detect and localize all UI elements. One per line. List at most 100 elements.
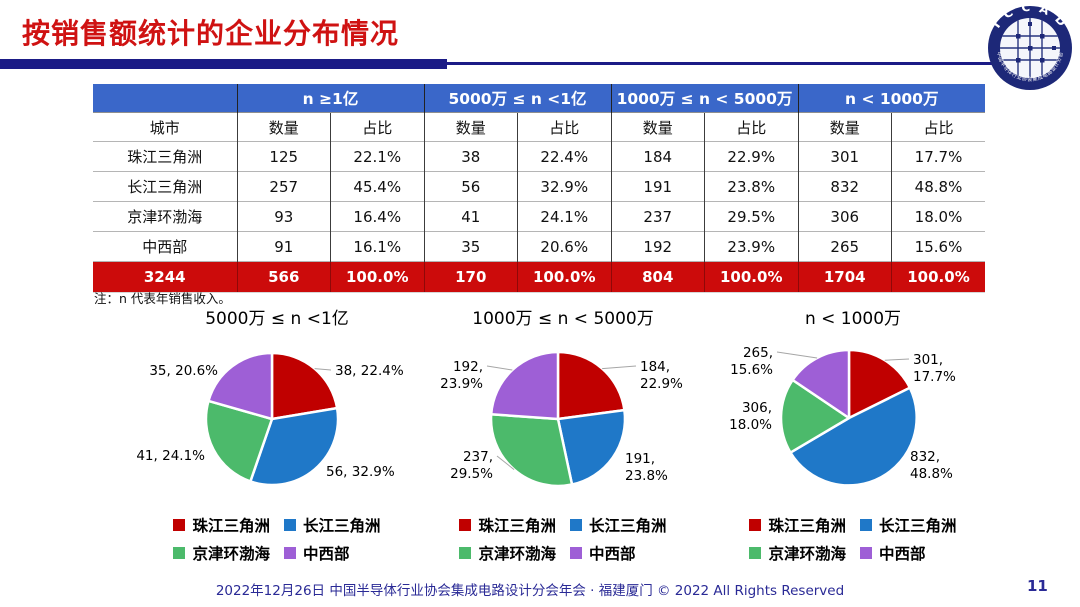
legend-label: 京津环渤海 — [192, 545, 270, 563]
legend-item-jingjin-bohai-rim: 京津环渤海 — [459, 542, 556, 564]
pie-label-jingjin-bohai-rim: 237, 29.5% — [450, 449, 493, 482]
pie-legend: 珠江三角洲 长江三角洲京津环渤海 中西部 — [459, 514, 667, 564]
pie-slice-yangtze-river-delta — [789, 386, 918, 487]
pie-legend: 珠江三角洲 长江三角洲京津环渤海 中西部 — [173, 514, 381, 564]
corner-cell — [93, 84, 237, 113]
legend-label: 珠江三角洲 — [768, 517, 846, 535]
total-value-cell: 566 — [236, 261, 331, 293]
label-leader-line — [496, 455, 515, 470]
table-row-2: 京津环渤海 93 16.4% 41 24.1% 237 29.5% 306 18.0% — [93, 201, 985, 232]
legend-label: 长江三角洲 — [303, 517, 381, 535]
sub-header-cell: 数量 — [797, 112, 892, 142]
sub-header-cell: 数量 — [423, 112, 518, 142]
sub-header-cell: 占比 — [891, 112, 985, 142]
label-leader-line — [884, 358, 910, 361]
pie-label-central-western: 35, 20.6% — [149, 363, 218, 379]
legend-item-central-western: 中西部 — [860, 542, 957, 564]
label-leader-line — [776, 351, 818, 359]
pie-label-yangtze-river-delta: 191, 23.8% — [625, 451, 668, 484]
header-group-row: n ≥1亿 5000万 ≤ n <1亿 1000万 ≤ n < 5000万 n < 1… — [93, 84, 985, 113]
legend-label: 珠江三角洲 — [478, 517, 556, 535]
table-row-1: 长江三角洲 257 45.4% 56 32.9% 191 23.8% 832 48.8% — [93, 171, 985, 202]
legend-marker-yangtze-river-delta — [860, 519, 872, 531]
legend-item-central-western: 中西部 — [284, 542, 381, 564]
label-leader-line — [314, 368, 332, 371]
title-underline-thick — [0, 59, 447, 69]
pie-slice-pearl-river-delta — [556, 350, 626, 421]
value-cell: 56 — [423, 171, 518, 202]
pie-legend: 珠江三角洲 长江三角洲 京津环渤海 中西部 — [749, 514, 957, 564]
group-header-2: 1000万 ≤ n < 5000万 — [610, 84, 798, 113]
city-header-cell: 城市 — [93, 112, 237, 142]
total-value-cell: 804 — [610, 261, 705, 293]
value-cell: 306 — [797, 201, 892, 232]
value-cell: 23.8% — [704, 171, 798, 202]
page-title: 按销售额统计的企业分布情况 — [22, 17, 400, 50]
label-leader-line — [602, 365, 637, 370]
value-cell: 22.4% — [517, 141, 611, 172]
legend-item-pearl-river-delta: 珠江三角洲 — [173, 514, 270, 536]
value-cell: 832 — [797, 171, 892, 202]
footer-text: 2022年12月26日 中国半导体行业协会集成电路设计分会年会 · 福建厦门 ©… — [215, 583, 845, 599]
pie-title: n < 1000万 — [804, 309, 902, 329]
title-underline-thin — [447, 62, 1045, 65]
pie-label-central-western: 192, 23.9% — [440, 359, 483, 392]
city-cell: 长江三角洲 — [93, 171, 237, 202]
pie-label-pearl-river-delta: 38, 22.4% — [335, 363, 404, 379]
value-cell: 191 — [610, 171, 705, 202]
legend-label: 京津环渤海 — [768, 545, 846, 563]
value-cell: 125 — [236, 141, 331, 172]
total-value-cell: 1704 — [797, 261, 892, 293]
value-cell: 22.1% — [330, 141, 424, 172]
legend-marker-central-western — [284, 547, 296, 559]
value-cell: 17.7% — [891, 141, 985, 172]
pie-block-under-1000w: n < 1000万 301, 17.7% 832, 48.8% 306, 18.0% 265… — [698, 306, 1008, 564]
pie-label-pearl-river-delta: 184, 22.9% — [640, 359, 683, 392]
city-cell: 京津环渤海 — [93, 201, 237, 232]
value-cell: 257 — [236, 171, 331, 202]
value-cell: 41 — [423, 201, 518, 232]
legend-marker-yangtze-river-delta — [284, 519, 296, 531]
pie-slice-jingjin-bohai-rim — [489, 413, 574, 488]
legend-marker-jingjin-bohai-rim — [749, 547, 762, 559]
legend-marker-pearl-river-delta — [173, 519, 186, 531]
sub-header-cell: 数量 — [610, 112, 705, 142]
value-cell: 23.9% — [704, 231, 798, 262]
legend-label: 长江三角洲 — [589, 517, 667, 535]
total-row: 3244 566 100.0% 170 100.0% 804 100.0% 1704 100.0… — [93, 261, 985, 293]
legend-item-pearl-river-delta: 珠江三角洲 — [749, 514, 846, 536]
total-value-cell: 100.0% — [517, 261, 611, 293]
table-row-3: 中西部 91 16.1% 35 20.6% 192 23.9% 265 15.6% — [93, 231, 985, 262]
value-cell: 24.1% — [517, 201, 611, 232]
legend-item-yangtze-river-delta: 长江三角洲 — [284, 514, 381, 536]
value-cell: 301 — [797, 141, 892, 172]
value-cell: 237 — [610, 201, 705, 232]
pie-chart: 301, 17.7% 832, 48.8% 306, 18.0% 265, 15.6% — [729, 345, 956, 487]
value-cell: 29.5% — [704, 201, 798, 232]
pie-chart: 184, 22.9% 191, 23.8% 237, 29.5% 192, 23.9% — [440, 350, 683, 488]
legend-item-pearl-river-delta: 珠江三角洲 — [459, 514, 556, 536]
legend-label: 中西部 — [589, 545, 636, 563]
value-cell: 35 — [423, 231, 518, 262]
table-row-0: 珠江三角洲 125 22.1% 38 22.4% 184 22.9% 301 17.7% — [93, 141, 985, 172]
city-cell: 中西部 — [93, 231, 237, 262]
legend-marker-yangtze-river-delta — [570, 519, 582, 531]
legend-marker-pearl-river-delta — [459, 519, 472, 531]
pie-label-central-western: 265, 15.6% — [730, 345, 773, 378]
value-cell: 45.4% — [330, 171, 424, 202]
pie-label-jingjin-bohai-rim: 41, 24.1% — [136, 448, 205, 464]
value-cell: 22.9% — [704, 141, 798, 172]
total-city-cell: 3244 — [93, 261, 237, 293]
value-cell: 192 — [610, 231, 705, 262]
pie-charts-row: 5000万 ≤ n <1亿 38, 22.4% 56, 32.9% 41, 24.1… — [0, 306, 1080, 568]
value-cell: 48.8% — [891, 171, 985, 202]
pie-slice-jingjin-bohai-rim — [204, 399, 274, 483]
legend-marker-central-western — [570, 547, 582, 559]
group-header-1: 5000万 ≤ n <1亿 — [423, 84, 611, 113]
sub-header-cell: 占比 — [517, 112, 611, 142]
legend-label: 珠江三角洲 — [192, 517, 270, 535]
legend-item-yangtze-river-delta: 长江三角洲 — [570, 514, 667, 536]
logo-grid — [1000, 18, 1060, 78]
pie-title: 1000万 ≤ n < 5000万 — [472, 309, 654, 329]
pie-slice-yangtze-river-delta — [249, 406, 340, 487]
